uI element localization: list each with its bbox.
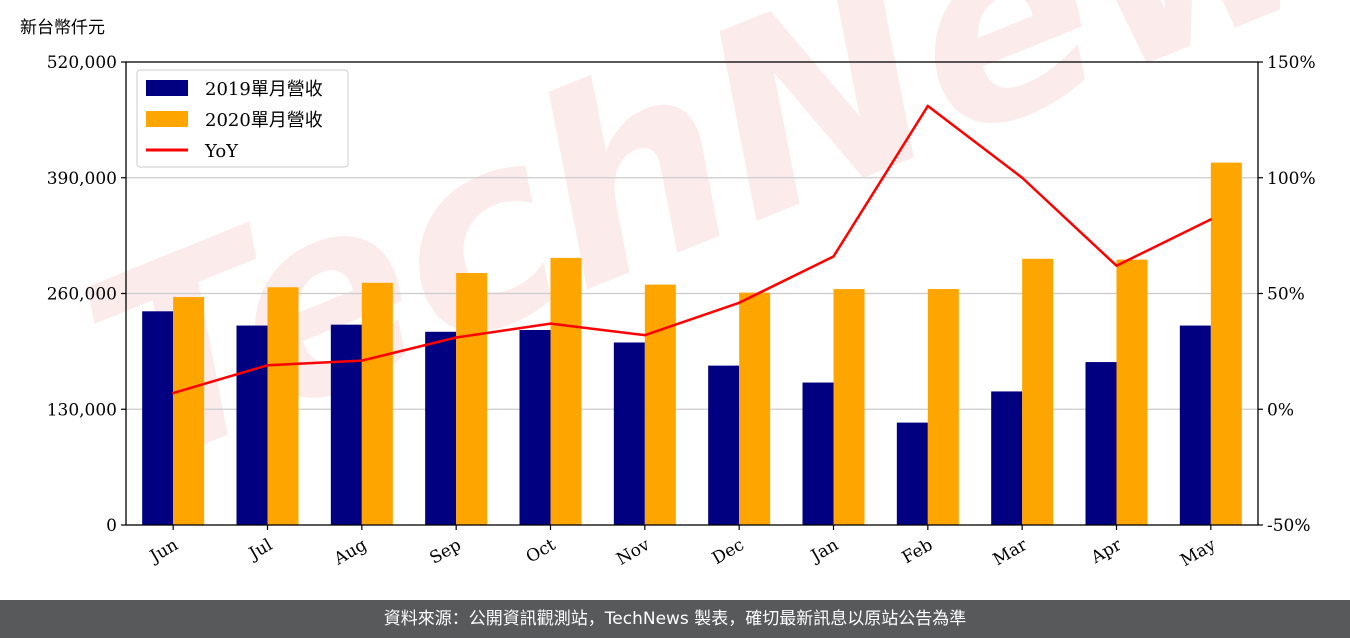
bar-2019-jul	[236, 325, 268, 525]
bar-2019-dec	[708, 365, 740, 525]
bar-2020-feb	[927, 289, 959, 525]
right-tick-label: 100%	[1267, 169, 1316, 189]
bar-2020-dec	[739, 292, 771, 525]
left-axis-ticks: 0 130,000 260,000 390,000 520,000	[47, 53, 126, 536]
legend-label-yoy: YoY	[204, 141, 239, 162]
legend-swatch-2019	[146, 80, 188, 96]
chart-canvas: 新台幣仟元 TechNews 0130,000260,000390,000520…	[20, 0, 1350, 571]
x-axis-ticks: Jun Jul Aug Sep Oct Nov Dec Jan Feb Mar Apr May	[145, 525, 1220, 571]
bar-2020-nov	[644, 284, 676, 525]
bar-2019-sep	[425, 331, 457, 525]
yoy-point-dec	[737, 301, 741, 304]
x-tick-label: Sep	[426, 535, 464, 569]
bar-2019-oct	[519, 330, 551, 525]
left-tick-label: 260,000	[47, 285, 117, 305]
y-axis-unit-label: 新台幣仟元	[20, 18, 105, 38]
bar-2019-jan	[802, 382, 834, 525]
bar-2019-jun	[142, 311, 174, 525]
left-tick-label: 390,000	[47, 169, 117, 189]
bar-2020-apr	[1116, 259, 1148, 525]
x-tick-label: Dec	[709, 535, 748, 569]
right-tick-label: 150%	[1267, 53, 1316, 73]
yoy-point-may	[1209, 218, 1213, 221]
right-tick-label: 50%	[1267, 285, 1305, 305]
bar-2020-sep	[456, 273, 488, 525]
left-tick-label: 0	[106, 516, 117, 536]
source-footer: 資料來源：公開資訊觀測站，TechNews 製表，確切最新訊息以原站公告為準	[0, 600, 1350, 638]
bar-2020-oct	[550, 257, 582, 525]
bar-2019-aug	[330, 324, 362, 525]
bar-2020-jan	[833, 289, 865, 525]
bar-2019-apr	[1085, 362, 1117, 525]
bar-series	[142, 162, 1242, 525]
right-axis-ticks: -50% 0% 50% 100% 150%	[1258, 53, 1316, 536]
bar-2019-may	[1179, 325, 1211, 525]
right-tick-label: -50%	[1267, 516, 1311, 536]
bar-2020-may	[1210, 162, 1242, 525]
yoy-point-sep	[454, 336, 458, 339]
x-tick-label: Apr	[1087, 535, 1126, 569]
bar-2019-mar	[991, 391, 1023, 525]
x-tick-label: Aug	[330, 535, 371, 570]
yoy-point-jan	[832, 255, 835, 258]
x-tick-label: Oct	[523, 535, 559, 568]
yoy-line-series	[171, 104, 1213, 395]
x-tick-label: Nov	[613, 535, 653, 570]
yoy-point-jul	[266, 364, 269, 367]
legend-label-2020: 2020單月營收	[205, 110, 323, 131]
bar-2019-feb	[896, 422, 928, 525]
x-tick-label: Jul	[244, 535, 276, 565]
yoy-point-aug	[360, 359, 364, 362]
bar-2019-nov	[613, 342, 645, 525]
x-tick-label: Feb	[899, 535, 937, 568]
yoy-point-jun	[171, 391, 175, 395]
bar-2020-mar	[1022, 258, 1054, 525]
legend-swatch-2020	[146, 111, 188, 127]
x-tick-label: Jun	[145, 535, 182, 568]
x-tick-label: May	[1177, 535, 1220, 571]
legend-box	[136, 69, 349, 168]
bar-2020-aug	[361, 282, 393, 525]
bar-2020-jun	[173, 297, 205, 525]
legend: 2019單月營收 2020單月營收 YoY	[136, 69, 349, 168]
yoy-point-mar	[1020, 176, 1024, 179]
grid-lines	[126, 177, 1258, 410]
yoy-point-nov	[643, 333, 647, 337]
yoy-point-apr	[1115, 264, 1118, 267]
x-tick-label: Mar	[990, 535, 1032, 571]
yoy-point-oct	[549, 322, 552, 325]
bar-2020-jul	[267, 287, 299, 525]
left-tick-label: 520,000	[47, 53, 117, 73]
right-tick-label: 0%	[1267, 400, 1294, 420]
legend-label-2019: 2019單月營收	[205, 79, 323, 100]
left-tick-label: 130,000	[47, 400, 117, 420]
yoy-line	[172, 104, 1212, 395]
yoy-point-feb	[926, 104, 930, 108]
x-tick-label: Jan	[806, 535, 842, 567]
